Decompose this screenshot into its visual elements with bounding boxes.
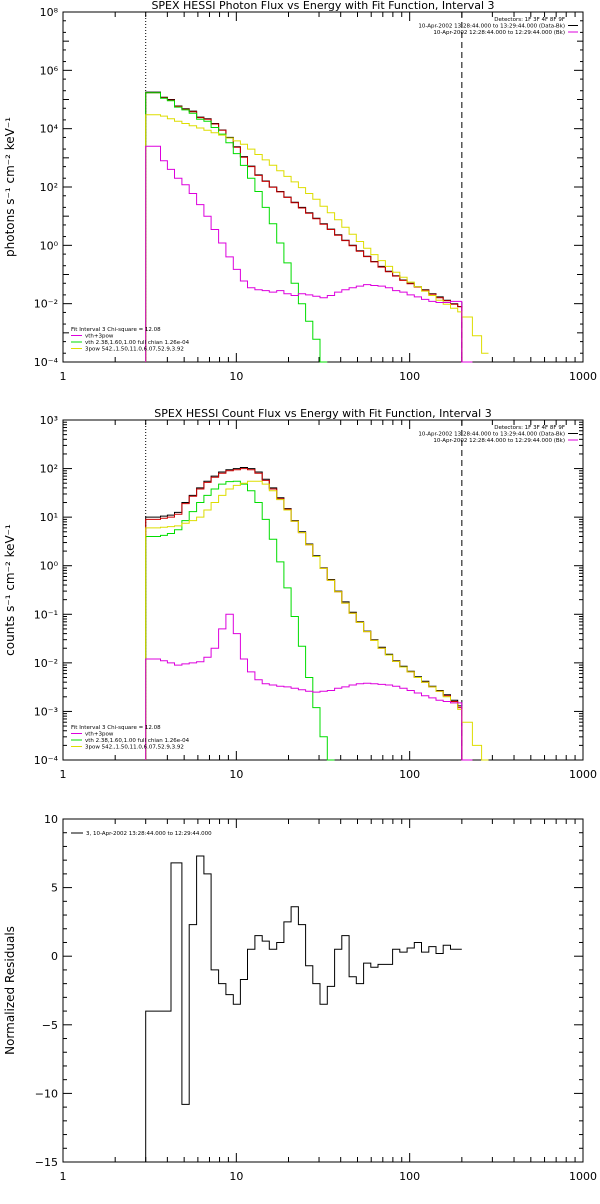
- x-tick-label: 1000: [569, 370, 597, 383]
- y-tick-label: 10³: [40, 414, 58, 427]
- series-line-residuals: [145, 855, 462, 1162]
- y-tick-label: 10⁶: [40, 64, 59, 77]
- x-tick-label: 10: [229, 1170, 243, 1183]
- y-tick-label: −10: [35, 1087, 58, 1100]
- y-tick-label: 10⁻¹: [34, 608, 58, 621]
- y-tick-label: 10⁰: [40, 239, 59, 252]
- y-tick-label: 10: [44, 813, 58, 826]
- header-line: Detectors: 1F 3F 4F 8F 9F: [494, 17, 565, 23]
- y-tick-label: 0: [51, 950, 58, 963]
- plot-frame: [62, 11, 584, 363]
- series-line-bk: [145, 468, 473, 761]
- x-tick-label: 100: [399, 370, 420, 383]
- series-line-vth: [145, 92, 328, 363]
- x-tick-label: 1: [60, 1170, 67, 1183]
- x-tick-label: 10: [229, 768, 243, 781]
- chart-title: SPEX HESSI Count Flux vs Energy with Fit…: [154, 407, 491, 420]
- fit-text-line: vth+3pow: [85, 732, 114, 738]
- fit-text-line: vth+3pow: [85, 334, 114, 340]
- header-line: Detectors: 1F 3F 4F 8F 9F: [494, 425, 565, 431]
- y-tick-label: 10²: [40, 181, 58, 194]
- plot-frame: [62, 818, 584, 1163]
- fit-text-line: vth 2.38,1.60,1.00 full chian 1.26e-04: [85, 340, 190, 346]
- x-tick-label: 1000: [569, 768, 597, 781]
- header-line: 10-Apr-2002 12:28:44.000 to 12:29:44.000…: [433, 438, 565, 444]
- x-tick-label: 10: [229, 370, 243, 383]
- y-tick-label: 10¹: [40, 511, 58, 524]
- x-tick-label: 1: [60, 768, 67, 781]
- y-tick-label: −15: [35, 1156, 58, 1169]
- y-tick-label: −5: [42, 1019, 58, 1032]
- x-tick-label: 100: [399, 1170, 420, 1183]
- y-tick-label: 10⁻³: [34, 705, 58, 718]
- y-tick-label: 10⁴: [40, 123, 59, 136]
- y-axis-label: Normalized Residuals: [3, 926, 17, 1055]
- fit-text-line: vth 2.38,1.60,1.00 full chian 1.26e-04: [85, 738, 190, 744]
- chart-panel-3: Normalized Residuals 1 10 100 1000 −15 −10 −5 0 5…: [3, 813, 597, 1183]
- y-axis-label: counts s⁻¹ cm⁻² keV⁻¹: [3, 524, 17, 656]
- y-tick-label: 5: [51, 882, 58, 895]
- chart-panel-1: SPEX HESSI Photon Flux vs Energy with Fi…: [3, 0, 597, 383]
- fit-text-line: Fit Interval 3 Chi-square = 12.08: [71, 327, 161, 333]
- y-tick-label: 10⁻²: [34, 657, 58, 670]
- header-line: 10-Apr-2002 13:28:44.000 to 13:29:44.000…: [418, 24, 565, 30]
- fit-text-line: Fit Interval 3 Chi-square = 12.08: [71, 725, 161, 731]
- x-tick-label: 1000: [569, 1170, 597, 1183]
- y-axis-label: photons s⁻¹ cm⁻² keV⁻¹: [3, 117, 17, 257]
- y-tick-label: 10²: [40, 463, 58, 476]
- series-line-vth: [145, 480, 335, 761]
- fit-text-line: 3pow 542.,1.50,11.0,6.07,52.9,3.92: [85, 745, 184, 751]
- series-line-3pow: [145, 114, 489, 362]
- y-tick-label: 10⁻⁴: [34, 754, 59, 767]
- chart-title: SPEX HESSI Photon Flux vs Energy with Fi…: [151, 0, 494, 12]
- series-line-vth-3pow: [145, 613, 473, 761]
- y-tick-label: 10⁻⁴: [34, 356, 59, 369]
- series-line-3pow: [145, 480, 489, 761]
- plot-frame: [62, 419, 584, 761]
- header-line: 10-Apr-2002 13:28:44.000 to 13:29:44.000…: [418, 432, 565, 438]
- y-tick-label: 10⁰: [40, 560, 59, 573]
- legend-text: 3, 10-Apr-2002 13:28:44.000 to 12:29:44.…: [86, 831, 212, 837]
- series-line-vth-3pow: [145, 145, 473, 363]
- chart-panel-2: SPEX HESSI Count Flux vs Energy with Fit…: [3, 407, 597, 781]
- y-tick-label: 10⁻²: [34, 298, 58, 311]
- x-tick-label: 100: [399, 768, 420, 781]
- header-line: 10-Apr-2002 12:28:44.000 to 12:29:44.000…: [433, 30, 565, 36]
- fit-text-line: 3pow 542.,1.50,11.0,6.07,52.9,3.92: [85, 347, 184, 353]
- y-tick-label: 10⁸: [40, 6, 59, 19]
- x-tick-label: 1: [60, 370, 67, 383]
- series-line-data-bk: [145, 467, 473, 761]
